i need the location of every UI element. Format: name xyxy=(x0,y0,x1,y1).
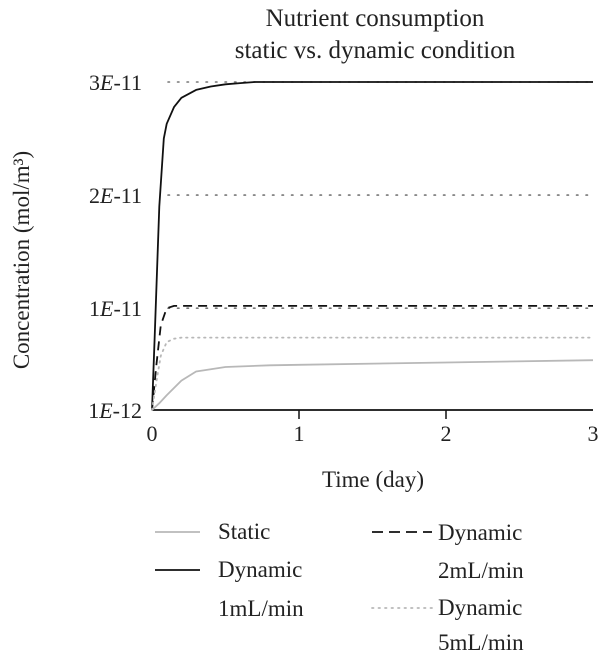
legend-item-1: Static xyxy=(155,519,270,544)
series-line-4 xyxy=(151,336,594,411)
legend-label: Static xyxy=(218,519,270,544)
legend-label-line-2: 1mL/min xyxy=(218,596,304,621)
legend-label-line-2: 5mL/min xyxy=(438,630,524,655)
y-tick-label: 3E-11 xyxy=(89,70,142,95)
x-tick-label: 3 xyxy=(588,421,599,446)
series-line-2 xyxy=(151,81,593,411)
series-group xyxy=(151,81,594,411)
y-axis-label: Concentration (mol/m³) xyxy=(9,151,34,369)
y-tick-label: 1E-11 xyxy=(89,296,142,321)
x-axis-label: Time (day) xyxy=(322,467,424,492)
legend-label: Dynamic xyxy=(438,520,522,545)
x-tick-label: 2 xyxy=(441,421,452,446)
legend-label: Dynamic xyxy=(438,595,522,620)
legend-label-line-2: 2mL/min xyxy=(438,558,524,583)
x-ticks: 0 1 2 3 xyxy=(147,410,599,446)
legend-label: Dynamic xyxy=(218,557,302,582)
y-tick-label: 1E-12 xyxy=(88,398,142,423)
series-line-1 xyxy=(151,359,594,411)
legend-item-2: Dynamic 1mL/min xyxy=(155,557,304,621)
grid xyxy=(167,81,594,310)
legend: StaticDynamic1mL/minDynamic2mL/minDynami… xyxy=(155,519,524,655)
chart-title-line-2: static vs. dynamic condition xyxy=(235,37,516,64)
x-tick-label: 1 xyxy=(294,421,305,446)
y-ticks: 1E-12 1E-11 2E-11 3E-11 xyxy=(88,70,142,423)
x-tick-label: 0 xyxy=(147,421,158,446)
legend-item-4: Dynamic 5mL/min xyxy=(371,595,524,655)
legend-item-3: Dynamic 2mL/min xyxy=(372,520,524,583)
chart-title-line-1: Nutrient consumption xyxy=(266,5,485,32)
series-line-3 xyxy=(151,304,593,411)
y-tick-label: 2E-11 xyxy=(89,183,142,208)
